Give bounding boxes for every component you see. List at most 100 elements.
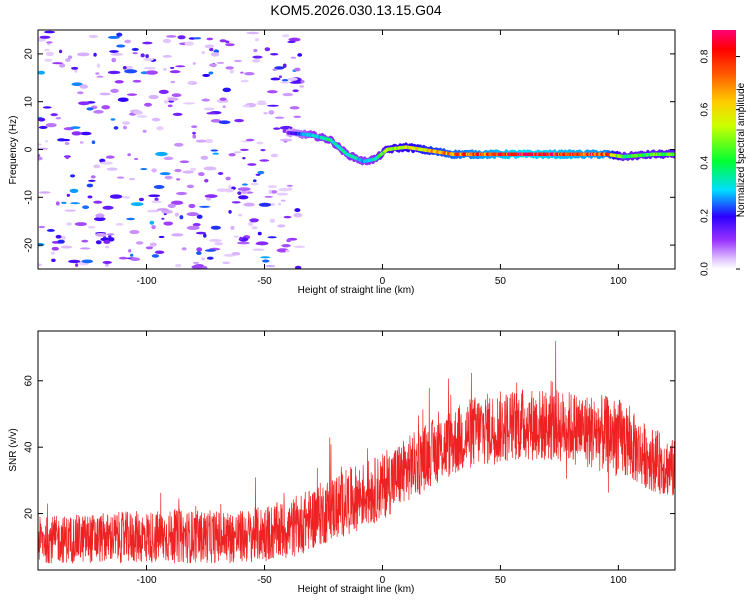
heatmap-noise-cell	[95, 213, 105, 218]
heatmap-noise-cell	[126, 217, 135, 221]
heatmap-noise-cell	[38, 143, 43, 146]
heatmap-noise-cell	[282, 129, 287, 133]
colorbar-tick-label: 0.8	[700, 49, 711, 63]
heatmap-noise-cell	[210, 225, 221, 230]
heatmap-noise-cell	[203, 233, 207, 238]
heatmap-noise-cell	[143, 66, 157, 70]
heatmap-noise-cell	[257, 170, 265, 175]
heatmap-noise-cell	[280, 199, 286, 202]
heatmap-noise-cell	[231, 201, 241, 204]
heatmap-noise-cell	[114, 80, 124, 84]
heatmap-noise-cell	[78, 101, 90, 106]
heatmap-noise-cell	[105, 263, 109, 267]
heatmap-noise-cell	[154, 197, 159, 202]
heatmap-noise-cell	[154, 250, 165, 255]
heatmap-noise-cell	[135, 241, 144, 245]
heatmap-noise-cell	[116, 32, 123, 37]
heatmap-noise-cell	[255, 173, 261, 176]
heatmap-noise-cell	[65, 58, 71, 62]
heatmap-noise-cell	[267, 185, 277, 189]
heatmap-x-tick-label: 100	[610, 276, 627, 287]
heatmap-noise-cell	[222, 261, 231, 265]
colorbar-label: Normalized spectral amplitude	[736, 82, 747, 217]
heatmap-noise-cell	[93, 200, 103, 204]
colorbar-tick-label: 0.2	[700, 209, 711, 223]
heatmap-noise-cell	[231, 252, 241, 256]
heatmap-y-tick-label: 20	[24, 48, 35, 60]
heatmap-noise-cell	[70, 174, 76, 178]
heatmap-noise-cell	[71, 82, 83, 87]
heatmap-noise-cell	[46, 229, 55, 232]
heatmap-noise-cell	[287, 187, 293, 191]
heatmap-noise-cell	[286, 238, 291, 243]
heatmap-noise-cell	[256, 102, 268, 106]
heatmap-noise-cell	[278, 187, 290, 192]
heatmap-noise-cell	[45, 123, 57, 128]
heatmap-noise-cell	[70, 202, 81, 205]
heatmap-noise-cell	[151, 200, 162, 204]
heatmap-noise-cell	[228, 153, 236, 157]
heatmap-x-tick-label: 50	[495, 276, 507, 287]
heatmap-noise-cell	[204, 178, 209, 183]
heatmap-noise-cell	[196, 251, 202, 256]
heatmap-noise-cell	[174, 142, 184, 147]
snr-x-tick-label: 50	[495, 575, 507, 586]
heatmap-noise-cell	[170, 66, 175, 69]
heatmap-noise-cell	[93, 52, 97, 57]
heatmap-noise-cell	[186, 184, 195, 189]
heatmap-noise-cell	[71, 66, 79, 70]
heatmap-noise-cell	[238, 195, 249, 200]
heatmap-noise-cell	[234, 59, 242, 63]
heatmap-noise-cell	[196, 247, 203, 252]
heatmap-noise-cell	[79, 247, 91, 250]
heatmap-noise-cell	[208, 238, 222, 242]
heatmap-noise-cell	[95, 240, 102, 245]
heatmap-noise-cell	[202, 73, 211, 77]
heatmap-noise-cell	[121, 196, 131, 199]
heatmap-noise-cell	[204, 138, 214, 144]
heatmap-noise-cell	[263, 112, 268, 115]
heatmap-noise-cell	[161, 217, 165, 220]
heatmap-noise-cell	[234, 118, 244, 123]
heatmap-noise-cell	[294, 208, 301, 213]
heatmap-x-axis: -100 -50 0 50 100	[137, 30, 627, 287]
heatmap-noise-cell	[117, 97, 129, 102]
heatmap-noise-cell	[171, 93, 182, 97]
heatmap-noise-cell	[204, 249, 216, 252]
heatmap-noise-cell	[286, 184, 293, 187]
heatmap-noise-cell	[124, 65, 134, 70]
heatmap-noise-cell	[191, 125, 198, 129]
snr-x-tick-label: 0	[380, 575, 386, 586]
heatmap-noise-cell	[38, 117, 46, 122]
heatmap-noise-cell	[95, 72, 100, 75]
heatmap-noise-cell	[131, 47, 139, 51]
heatmap-noise-cell	[162, 55, 172, 58]
heatmap-noise-cell	[222, 87, 232, 93]
heatmap-noise-cell	[167, 97, 179, 101]
heatmap-noise-cell	[129, 229, 140, 235]
heatmap-noise-cell	[123, 125, 127, 130]
heatmap-noise-cell	[203, 166, 217, 171]
heatmap-noise-cell	[106, 233, 115, 236]
heatmap-noise-cell	[105, 155, 115, 159]
heatmap-noise-cell	[61, 235, 66, 240]
heatmap-noise-cell	[214, 242, 223, 246]
heatmap-noise-cell	[283, 215, 292, 219]
heatmap-noise-cell	[44, 30, 56, 34]
heatmap-noise-cell	[252, 55, 263, 59]
heatmap-noise-cell	[74, 68, 78, 73]
heatmap-noise-cell	[236, 241, 250, 245]
heatmap-noise-cell	[274, 66, 285, 70]
heatmap-noise-cell	[254, 38, 260, 42]
heatmap-noise-cell	[293, 212, 303, 218]
heatmap-noise-cell	[251, 226, 258, 230]
heatmap-noise-cell	[253, 48, 258, 53]
heatmap-noise-cell	[293, 115, 302, 118]
heatmap-noise-cell	[58, 49, 63, 54]
heatmap-noise-cell	[273, 127, 281, 130]
heatmap-noise-cell	[66, 193, 71, 197]
heatmap-noise-cell	[201, 257, 206, 261]
heatmap-cells	[38, 30, 675, 269]
